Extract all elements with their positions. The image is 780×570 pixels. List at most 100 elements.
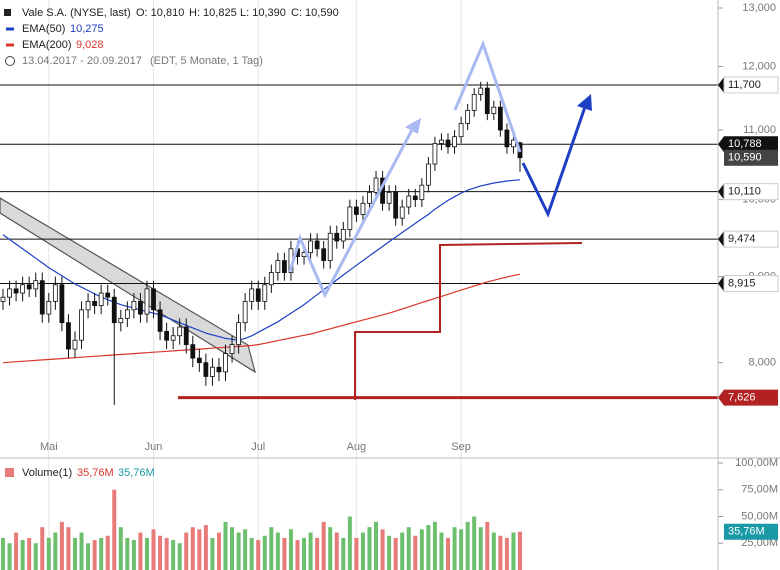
volume-bar xyxy=(393,537,398,570)
volume-bar xyxy=(92,540,97,570)
candle-body xyxy=(353,206,359,215)
volume-bar xyxy=(275,532,280,570)
level-label: 7,626 xyxy=(728,392,756,404)
volume-bar xyxy=(426,525,431,570)
candle-body xyxy=(190,344,196,359)
volume-bar xyxy=(308,532,313,570)
candle-body xyxy=(255,288,261,302)
volume-bar xyxy=(328,527,333,570)
volume-bar xyxy=(347,516,352,570)
candle-body xyxy=(491,106,497,115)
candle-body xyxy=(151,288,156,311)
volume-bar xyxy=(269,527,274,570)
forecast-arrow xyxy=(521,103,588,218)
volume-bar xyxy=(282,537,287,570)
candle-body xyxy=(33,280,39,290)
y-tick-label: 75,00M xyxy=(741,484,778,496)
candle-body xyxy=(275,260,281,273)
volume-bar xyxy=(498,535,503,570)
candle-body xyxy=(497,106,503,131)
candle-body xyxy=(314,240,320,250)
date-info: (EDT, 5 Monate, 1 Tag) xyxy=(150,55,263,67)
projection-arrow xyxy=(288,125,416,299)
volume-bar xyxy=(485,521,490,570)
volume-bar xyxy=(125,537,130,570)
volume-bar xyxy=(164,537,169,570)
candle-body xyxy=(347,206,353,230)
candle-body xyxy=(118,317,124,324)
volume-bar xyxy=(86,543,91,570)
legend-label: EMA(200) xyxy=(22,39,72,51)
candle-body xyxy=(92,300,98,306)
candle-body xyxy=(432,143,438,165)
volume-bar xyxy=(243,529,248,570)
level-label-box xyxy=(723,76,779,94)
volume-bar xyxy=(7,543,12,570)
volume-bar xyxy=(151,529,156,570)
volume-bar xyxy=(171,540,176,570)
volume-bar xyxy=(216,532,221,570)
volume-bar xyxy=(400,532,405,570)
candle-body xyxy=(471,93,477,111)
candle-body xyxy=(334,232,340,242)
candle-body xyxy=(412,195,418,201)
level-label: 9,474 xyxy=(728,233,756,245)
volume-bar xyxy=(20,540,25,570)
level-label-box xyxy=(723,230,779,248)
candle-body xyxy=(111,296,117,324)
level-pointer xyxy=(718,76,724,93)
y-tick-label: 13,000 xyxy=(742,2,776,14)
candle-body xyxy=(452,136,457,148)
volume-bar xyxy=(1,537,5,570)
x-tick-label: Aug xyxy=(347,441,367,453)
candle-body xyxy=(393,191,399,219)
x-tick-label: Jul xyxy=(251,441,265,453)
candle-body xyxy=(484,87,490,115)
volume-bar xyxy=(367,527,372,570)
candle-body xyxy=(13,288,19,294)
volume-bar xyxy=(112,489,117,570)
volume-bar xyxy=(288,529,293,570)
volume-bar xyxy=(374,521,379,570)
volume-bar xyxy=(380,529,385,570)
volume-bar xyxy=(144,537,149,570)
candle-body xyxy=(26,284,32,290)
volume-bar xyxy=(419,529,424,570)
volume-bar xyxy=(518,531,522,570)
arrow-head xyxy=(405,118,421,134)
volume-bar xyxy=(105,535,110,570)
level-label-box xyxy=(724,136,778,153)
ema-line xyxy=(2,179,521,341)
ohlc-legend: C: 10,590 xyxy=(291,7,339,19)
volume-bar xyxy=(33,543,38,570)
candle-body xyxy=(79,309,84,341)
candle-body xyxy=(157,309,163,332)
volume-bar xyxy=(203,525,208,570)
volume-bar xyxy=(432,521,437,570)
candle-body xyxy=(7,288,12,298)
candle-body xyxy=(327,232,333,261)
trend-channel xyxy=(0,197,256,374)
volume-bar xyxy=(262,535,267,570)
x-tick-label: Jun xyxy=(145,441,163,453)
volume-bar xyxy=(46,537,51,570)
clock-icon xyxy=(5,56,15,66)
last-price-label: 10,590 xyxy=(728,152,762,164)
volume-bar xyxy=(302,537,307,570)
volume-bar xyxy=(236,532,241,570)
candle-body xyxy=(196,357,202,364)
candle-body xyxy=(236,322,241,346)
candle-body xyxy=(386,191,392,204)
level-label: 10,788 xyxy=(728,138,762,150)
candle-body xyxy=(66,322,71,350)
candle-body xyxy=(177,326,183,337)
legend-value: 9,028 xyxy=(76,39,104,51)
candle-body xyxy=(164,330,170,341)
volume-bar xyxy=(138,532,143,570)
candle-body xyxy=(268,272,274,286)
level-label-box xyxy=(723,275,779,293)
volume-bar xyxy=(210,537,215,570)
volume-bar xyxy=(40,527,45,570)
level-label: 10,110 xyxy=(728,186,761,198)
